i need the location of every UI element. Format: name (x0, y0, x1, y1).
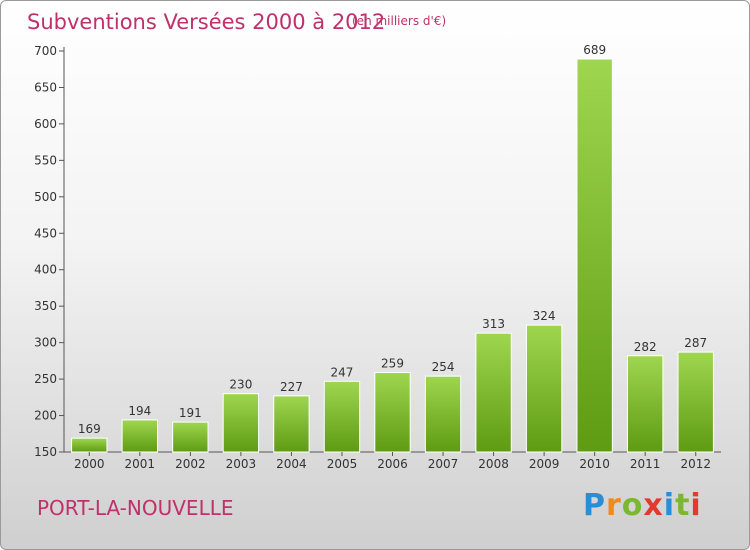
data-label: 254 (432, 360, 455, 374)
chart-title: Subventions Versées 2000 à 2012 (27, 10, 386, 34)
y-tick-label: 250 (34, 372, 57, 386)
x-tick-label: 2002 (175, 457, 206, 471)
x-tick-label: 2005 (327, 457, 358, 471)
y-tick-label: 150 (34, 445, 57, 459)
bar (323, 380, 361, 453)
bar (627, 355, 664, 453)
data-label: 689 (583, 43, 606, 57)
chart-subtitle: (en milliers d'€) (352, 14, 447, 28)
data-label: 169 (78, 422, 101, 436)
data-label: 227 (280, 380, 303, 394)
y-tick-label: 400 (34, 263, 57, 277)
data-label: 259 (381, 357, 404, 371)
y-tick-label: 200 (34, 409, 57, 423)
y-tick-label: 600 (34, 117, 57, 131)
y-tick-label: 500 (34, 190, 57, 204)
bar (172, 421, 209, 453)
bar (121, 419, 158, 453)
bar (424, 375, 462, 453)
bar (273, 395, 310, 453)
x-tick-label: 2007 (428, 457, 459, 471)
x-tick-label: 2008 (478, 457, 509, 471)
x-tick-label: 2001 (125, 457, 156, 471)
bar (222, 393, 260, 453)
y-tick-label: 300 (34, 336, 57, 350)
y-tick-label: 650 (34, 80, 57, 94)
data-label: 313 (482, 317, 505, 331)
x-tick-label: 2004 (276, 457, 307, 471)
data-label: 324 (533, 309, 556, 323)
x-tick-label: 2011 (630, 457, 661, 471)
data-label: 191 (179, 406, 202, 420)
x-tick-label: 2009 (529, 457, 560, 471)
y-tick-label: 550 (34, 153, 57, 167)
data-label: 282 (634, 340, 657, 354)
x-tick-label: 2006 (377, 457, 408, 471)
bar (71, 437, 108, 453)
y-tick-label: 350 (34, 299, 57, 313)
bar (475, 332, 512, 453)
x-tick-label: 2000 (74, 457, 105, 471)
data-label: 194 (128, 404, 151, 418)
bar (525, 324, 563, 453)
y-tick-label: 700 (34, 44, 57, 58)
place-name: PORT-LA-NOUVELLE (37, 496, 234, 520)
bar (374, 372, 411, 453)
x-tick-label: 2010 (579, 457, 610, 471)
data-label: 230 (229, 378, 252, 392)
bar (576, 58, 613, 453)
y-tick-label: 450 (34, 226, 57, 240)
data-label: 287 (684, 336, 707, 350)
data-label: 247 (331, 365, 354, 379)
x-tick-label: 2003 (226, 457, 257, 471)
proxiti-logo: Proxiti (583, 488, 702, 523)
x-tick-label: 2012 (680, 457, 711, 471)
bar (677, 351, 714, 453)
